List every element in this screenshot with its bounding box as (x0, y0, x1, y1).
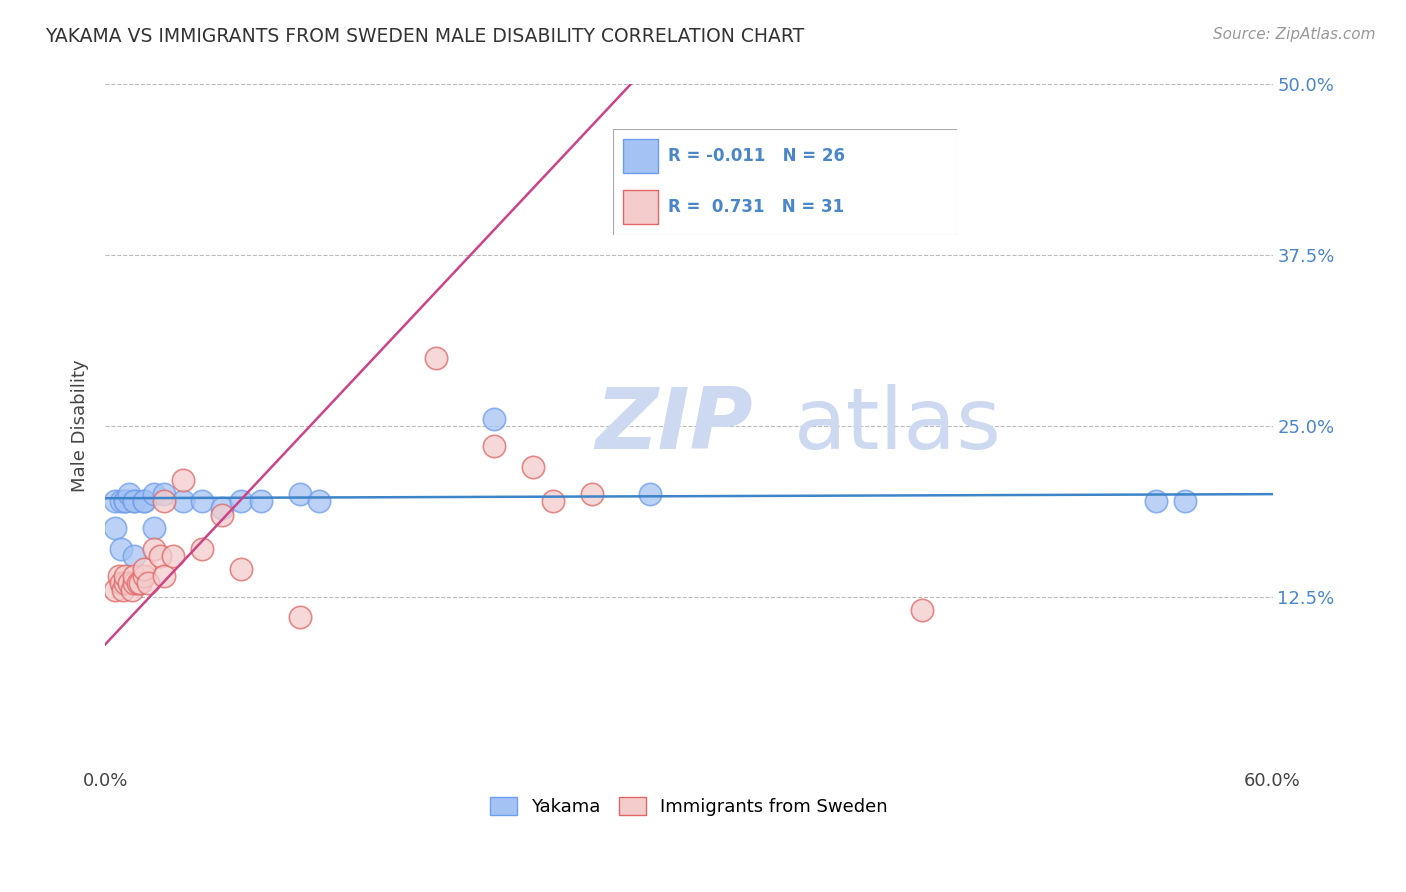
Point (172, 474, 194, 488)
Point (484, 412, 506, 426)
Point (288, 610, 311, 624)
Point (250, 494, 273, 508)
Point (142, 487, 165, 501)
Point (484, 439, 506, 453)
Point (108, 569, 131, 583)
Point (149, 549, 172, 563)
Point (104, 582, 127, 597)
Point (114, 569, 136, 583)
Point (308, 494, 330, 508)
Point (124, 494, 146, 508)
Point (134, 562, 156, 576)
Point (136, 575, 159, 590)
Point (124, 494, 146, 508)
Point (152, 487, 174, 501)
Point (114, 494, 136, 508)
Point (162, 549, 184, 563)
Point (911, 603, 934, 617)
Point (134, 494, 156, 508)
Point (121, 582, 143, 597)
Point (581, 487, 603, 501)
Point (231, 494, 253, 508)
Point (110, 575, 132, 590)
Point (124, 569, 146, 583)
Text: YAKAMA VS IMMIGRANTS FROM SWEDEN MALE DISABILITY CORRELATION CHART: YAKAMA VS IMMIGRANTS FROM SWEDEN MALE DI… (45, 27, 804, 45)
Text: atlas: atlas (794, 384, 1002, 467)
Point (134, 569, 156, 583)
Point (142, 521, 165, 535)
Point (114, 575, 136, 590)
Text: ZIP: ZIP (596, 384, 754, 467)
Point (152, 494, 174, 508)
Point (134, 494, 156, 508)
Y-axis label: Male Disability: Male Disability (72, 359, 89, 492)
Point (142, 541, 165, 556)
Point (522, 459, 544, 474)
Point (117, 487, 139, 501)
Point (425, 351, 447, 365)
Point (172, 494, 194, 508)
Legend: Yakama, Immigrants from Sweden: Yakama, Immigrants from Sweden (482, 789, 896, 823)
Point (231, 562, 253, 576)
Point (288, 487, 311, 501)
Point (191, 541, 214, 556)
Text: Source: ZipAtlas.com: Source: ZipAtlas.com (1212, 27, 1375, 42)
Point (124, 575, 146, 590)
Point (1144, 494, 1167, 508)
Point (127, 575, 149, 590)
Point (191, 494, 214, 508)
Point (114, 494, 136, 508)
Point (1174, 494, 1197, 508)
Point (104, 521, 127, 535)
Point (211, 500, 233, 515)
Point (124, 549, 146, 563)
Point (541, 494, 564, 508)
Point (211, 508, 233, 522)
Point (152, 569, 174, 583)
Point (117, 575, 139, 590)
Point (129, 575, 152, 590)
Point (638, 487, 661, 501)
Point (111, 582, 134, 597)
Point (110, 541, 132, 556)
Point (110, 494, 132, 508)
Point (104, 494, 127, 508)
